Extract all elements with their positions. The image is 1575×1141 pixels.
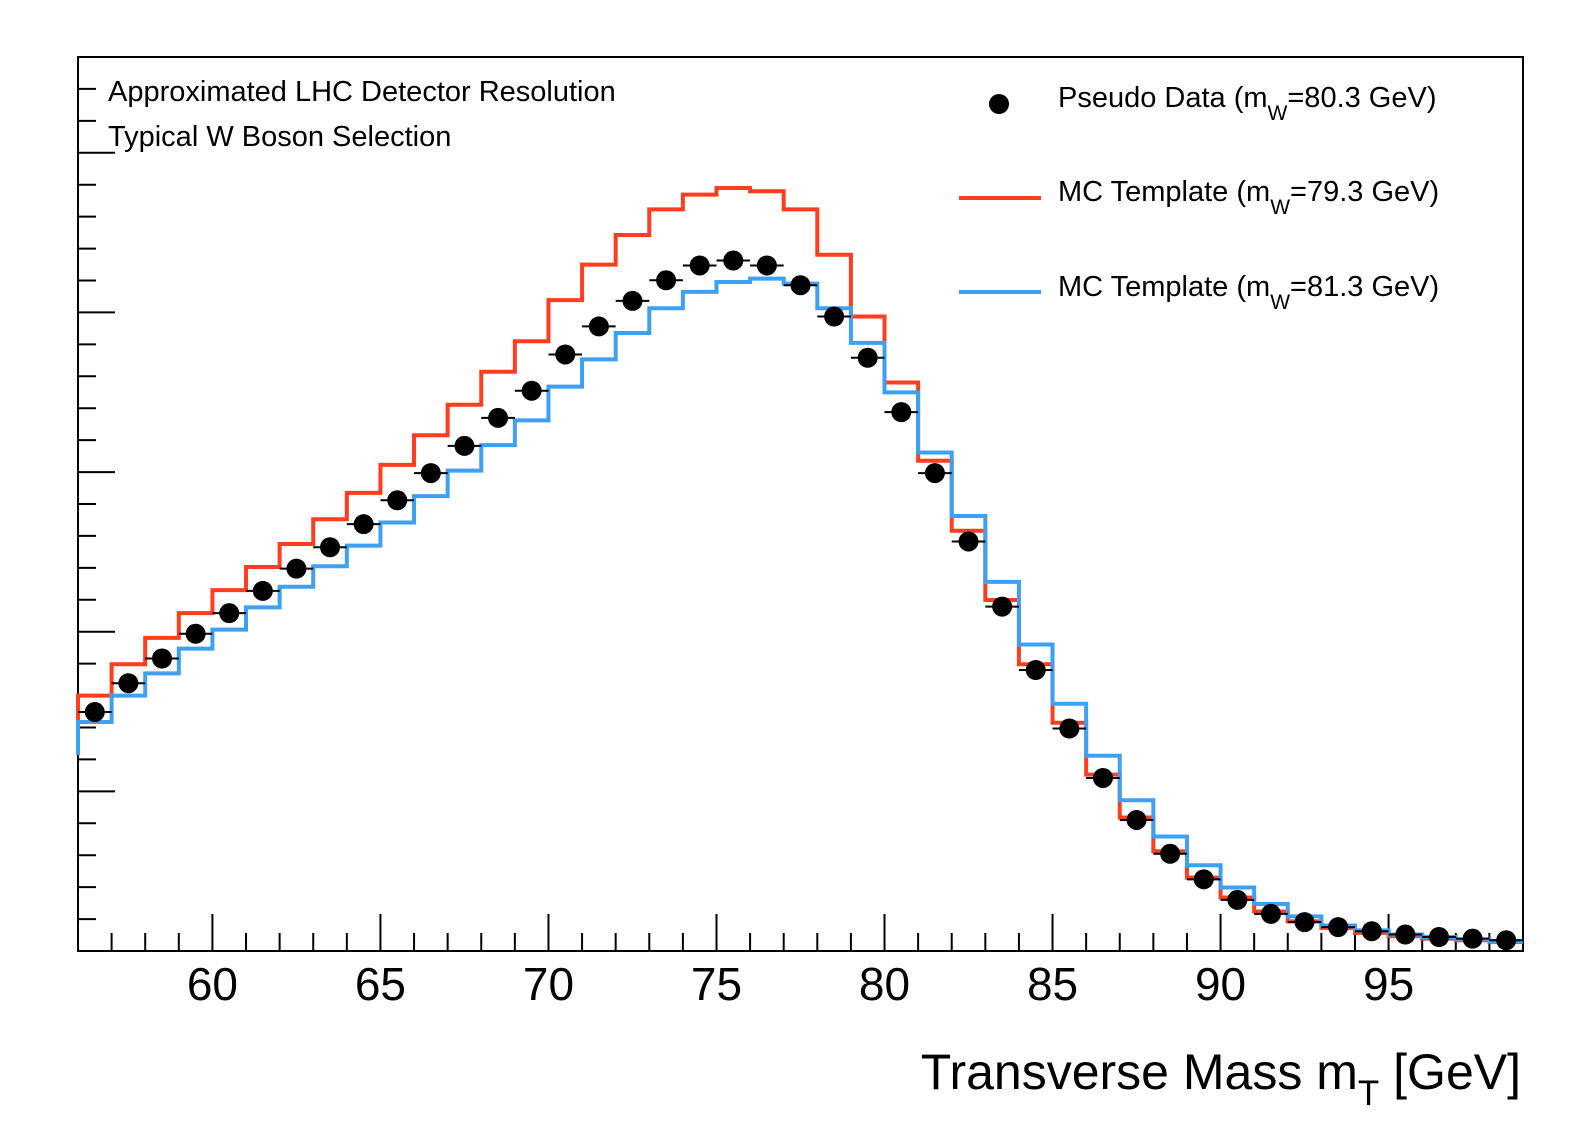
data-point — [118, 673, 139, 694]
data-point — [1260, 903, 1281, 924]
data-point — [824, 306, 845, 327]
data-point — [689, 255, 710, 276]
x-tick-label-60: 60 — [187, 958, 238, 1010]
data-point — [1126, 809, 1147, 830]
data-point — [219, 603, 240, 624]
data-point — [252, 580, 273, 601]
data-point — [353, 514, 374, 535]
data-point — [790, 275, 811, 296]
axis-ticks — [77, 56, 1524, 951]
x-tick-label-95: 95 — [1363, 958, 1414, 1010]
data-point — [723, 250, 744, 271]
data-point — [420, 463, 441, 484]
data-point — [756, 255, 777, 276]
legend-label-pseudo-data: Pseudo Data (mW=80.3 GeV) — [1058, 82, 1437, 125]
data-point — [152, 648, 173, 669]
data-point — [1428, 926, 1449, 947]
x-tick-label-65: 65 — [355, 958, 406, 1010]
annotation-selection: Typical W Boson Selection — [108, 121, 451, 153]
annotation-resolution: Approximated LHC Detector Resolution — [108, 76, 616, 108]
legend: Pseudo Data (mW=80.3 GeV) MC Template (m… — [959, 82, 1439, 314]
x-tick-label-80: 80 — [859, 958, 910, 1010]
x-tick-labels: 60 65 70 75 80 85 90 95 — [187, 958, 1414, 1010]
x-axis-label: Transverse Mass mT [GeV] — [921, 1044, 1521, 1113]
data-point — [1496, 930, 1517, 951]
data-point — [924, 463, 945, 484]
x-tick-label-90: 90 — [1195, 958, 1246, 1010]
data-point — [1462, 928, 1483, 949]
legend-marker-pseudo-data — [989, 94, 1009, 114]
x-tick-label-85: 85 — [1027, 958, 1078, 1010]
data-point — [521, 380, 542, 401]
data-point — [1059, 718, 1080, 739]
series-line-mc-81 — [76, 276, 1523, 944]
data-point — [1193, 869, 1214, 890]
data-point — [454, 435, 475, 456]
x-tick-label-75: 75 — [691, 958, 742, 1010]
data-point — [1361, 921, 1382, 942]
legend-entry-mc-81: MC Template (mW=81.3 GeV) — [959, 271, 1439, 314]
data-point — [1227, 889, 1248, 910]
data-point — [1092, 767, 1113, 788]
data-point — [286, 558, 307, 579]
data-point — [958, 531, 979, 552]
x-tick-label-70: 70 — [523, 958, 574, 1010]
data-point — [992, 596, 1013, 617]
data-point — [488, 407, 509, 428]
data-point — [185, 623, 206, 644]
data-point — [1294, 912, 1315, 933]
data-point — [1328, 917, 1349, 938]
data-point — [84, 702, 105, 723]
data-point — [1160, 843, 1181, 864]
data-point — [857, 347, 878, 368]
data-point — [555, 344, 576, 365]
data-point — [387, 490, 408, 511]
legend-entry-mc-79: MC Template (mW=79.3 GeV) — [959, 176, 1439, 219]
legend-label-mc-79: MC Template (mW=79.3 GeV) — [1058, 176, 1439, 219]
data-point — [656, 270, 677, 291]
data-point — [1025, 660, 1046, 681]
data-point — [588, 316, 609, 337]
legend-entry-pseudo-data: Pseudo Data (mW=80.3 GeV) — [989, 82, 1437, 125]
data-point — [1395, 924, 1416, 945]
legend-label-mc-81: MC Template (mW=81.3 GeV) — [1058, 271, 1439, 314]
data-point — [622, 290, 643, 311]
series-layer — [76, 186, 1523, 951]
data-point — [320, 537, 341, 558]
data-point — [891, 402, 912, 423]
